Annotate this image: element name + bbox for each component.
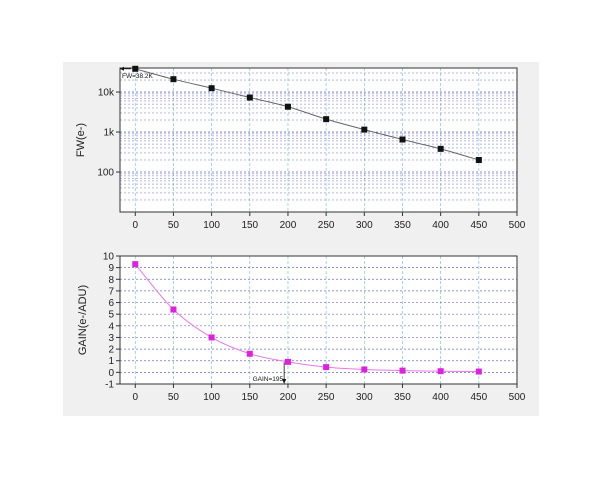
fw-data-point xyxy=(399,136,406,143)
gain-plot-area xyxy=(120,256,517,384)
gain-y-tick-label: 1 xyxy=(108,356,114,367)
fw-data-point xyxy=(246,94,253,101)
fw-chart: 0 50 100 150 200 250 300 350 400 450 500 100 1k 10k FW… xyxy=(75,65,526,231)
fw-data-point xyxy=(323,116,330,123)
fw-data-point xyxy=(361,126,368,133)
gain-chart: 0 50 100 150 200 250 300 350 400 450 500-101234567… xyxy=(77,252,526,404)
fw-x-tick-label: 0 xyxy=(132,220,138,231)
fw-y-tick-label: 1k xyxy=(103,128,115,139)
gain-data-point xyxy=(361,366,368,373)
gain-data-point xyxy=(399,367,406,374)
gain-x-tick-label: 200 xyxy=(280,392,297,403)
fw-x-tick-label: 450 xyxy=(470,220,487,231)
gain-y-tick-label: 10 xyxy=(103,252,115,263)
gain-x-tick-label: 400 xyxy=(432,392,449,403)
gain-y-tick-label: 3 xyxy=(108,333,114,344)
fw-annotation-arrowhead xyxy=(120,66,124,71)
gain-data-point xyxy=(208,334,215,341)
gain-annotation-arrowhead xyxy=(282,379,287,384)
gain-y-tick-label: 0 xyxy=(108,368,114,379)
gain-y-tick-label: 9 xyxy=(108,263,114,274)
fw-data-point xyxy=(170,76,177,83)
gain-annotation-label: GAIN=195 xyxy=(253,376,284,383)
gain-y-tick-label: 6 xyxy=(108,298,114,309)
fw-x-tick-label: 250 xyxy=(318,220,335,231)
fw-x-tick-label: 50 xyxy=(168,220,180,231)
fw-x-tick-label: 200 xyxy=(280,220,297,231)
fw-x-tick-label: 100 xyxy=(203,220,220,231)
gain-x-tick-label: 500 xyxy=(509,392,526,403)
gain-grid xyxy=(120,255,517,385)
fw-data-point xyxy=(284,103,291,110)
gain-data-point xyxy=(246,350,253,357)
fw-x-tick-label: 150 xyxy=(241,220,258,231)
fw-data-point xyxy=(208,85,215,92)
fw-x-tick-label: 350 xyxy=(394,220,411,231)
gain-x-tick-label: 350 xyxy=(394,392,411,403)
gain-series-line xyxy=(134,263,479,373)
gain-x-tick-label: 300 xyxy=(356,392,373,403)
gain-y-axis-title: GAIN(e-/ADU) xyxy=(77,285,89,355)
gain-y-tick-label: -1 xyxy=(105,380,114,391)
gain-x-tick-label: 100 xyxy=(203,392,220,403)
gain-y-tick-label: 5 xyxy=(108,310,114,321)
fw-y-tick-label: 100 xyxy=(97,168,114,179)
gain-x-tick-label: 250 xyxy=(318,392,335,403)
gain-y-tick-label: 2 xyxy=(108,345,114,356)
gain-x-tick-label: 450 xyxy=(470,392,487,403)
fw-x-tick-label: 300 xyxy=(356,220,373,231)
gain-y-tick-label: 4 xyxy=(108,321,114,332)
fw-data-point xyxy=(475,156,482,163)
gain-frame xyxy=(119,255,518,385)
fw-frame xyxy=(119,67,518,213)
fw-series-line xyxy=(135,68,479,161)
fw-y-axis-title: FW(e-) xyxy=(75,123,87,157)
gain-x-tick-label: 0 xyxy=(132,392,138,403)
gain-data-point xyxy=(284,358,291,365)
fw-data-point xyxy=(132,65,139,72)
gain-data-point xyxy=(132,261,139,268)
fw-x-tick-label: 500 xyxy=(509,220,526,231)
fw-annotation-label: FW=38.2K xyxy=(122,73,154,80)
fw-plot-area xyxy=(120,68,517,212)
gain-x-tick-label: 150 xyxy=(241,392,258,403)
fw-y-tick-label: 10k xyxy=(98,88,115,99)
gain-data-point xyxy=(437,368,444,375)
fw-data-point xyxy=(437,145,444,152)
gain-data-point xyxy=(323,364,330,371)
fw-x-tick-label: 400 xyxy=(432,220,449,231)
gain-x-tick-label: 50 xyxy=(168,392,180,403)
gain-data-point xyxy=(170,306,177,313)
gain-y-tick-label: 7 xyxy=(108,286,114,297)
gain-data-point xyxy=(475,368,482,375)
fw-grid xyxy=(120,67,517,213)
gain-y-tick-label: 8 xyxy=(108,275,114,286)
